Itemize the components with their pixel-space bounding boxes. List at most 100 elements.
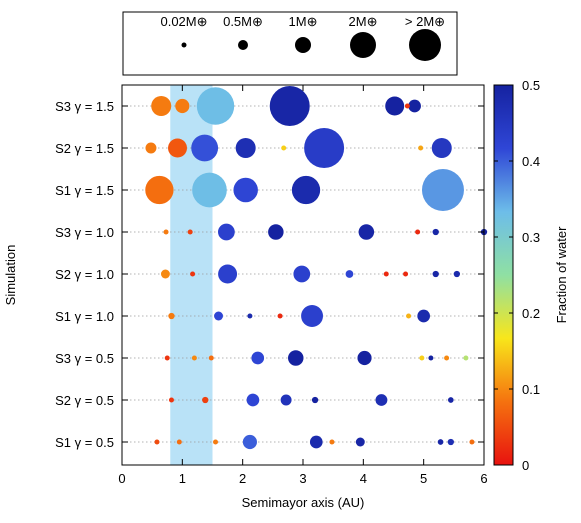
planet-point xyxy=(218,264,238,284)
colorbar-ticks: 0 0.1 0.2 0.3 0.4 0.5 xyxy=(494,78,540,473)
size-legend-label: 1M⊕ xyxy=(289,14,318,29)
planet-point xyxy=(403,271,409,277)
planet-point xyxy=(145,175,174,205)
planet-point xyxy=(281,145,287,151)
planet-point xyxy=(444,355,450,361)
planet-point xyxy=(190,271,196,277)
planet-point xyxy=(247,313,253,319)
colorbar-tick-label: 0.2 xyxy=(522,306,540,321)
planet-point xyxy=(415,229,421,235)
planet-point xyxy=(463,355,469,361)
planet-point xyxy=(469,439,475,445)
size-legend-marker xyxy=(350,32,376,58)
planet-point xyxy=(432,270,439,278)
planet-point xyxy=(437,439,444,445)
y-tick-label: S2 γ = 1.0 xyxy=(55,267,114,282)
planet-point xyxy=(280,394,292,406)
y-tick-label: S3 γ = 1.0 xyxy=(55,225,114,240)
planet-point xyxy=(191,134,219,162)
y-tick-label: S3 γ = 1.5 xyxy=(55,99,114,114)
x-tick-label: 4 xyxy=(360,471,367,486)
planet-point xyxy=(357,350,372,366)
y-tick-label: S3 γ = 0.5 xyxy=(55,351,114,366)
y-axis-ticks: S1 γ = 0.5 S2 γ = 0.5 S3 γ = 0.5 S1 γ = 1.0… xyxy=(55,99,484,450)
planet-point xyxy=(168,312,175,320)
planet-point xyxy=(419,355,425,361)
planet-point xyxy=(431,138,452,158)
planet-point xyxy=(168,397,174,403)
size-legend-items: 0.02M⊕ 0.5M⊕ 1M⊕ 2M⊕ > 2M⊕ xyxy=(160,14,445,61)
planet-point xyxy=(304,128,345,168)
size-legend-label: 0.02M⊕ xyxy=(160,14,207,29)
planet-point xyxy=(293,265,311,283)
planet-point xyxy=(375,394,388,406)
size-legend-marker xyxy=(181,42,187,48)
y-tick-label: S2 γ = 0.5 xyxy=(55,393,114,408)
planet-point xyxy=(160,269,170,279)
planet-point xyxy=(453,270,461,278)
planet-point xyxy=(151,96,172,116)
x-tick-label: 3 xyxy=(299,471,306,486)
planet-point xyxy=(406,313,412,319)
planet-point xyxy=(421,169,464,211)
planet-point xyxy=(447,438,454,446)
colorbar-tick-label: 0.3 xyxy=(522,230,540,245)
colorbar-tick-label: 0 xyxy=(522,458,529,473)
y-tick-label: S1 γ = 1.5 xyxy=(55,183,114,198)
planet-point xyxy=(268,224,284,240)
x-tick-label: 2 xyxy=(239,471,246,486)
x-axis-ticks: 0 1 2 3 4 5 6 xyxy=(118,85,488,486)
planet-point xyxy=(418,145,424,151)
planet-point xyxy=(242,434,257,450)
planet-point xyxy=(432,228,439,236)
colorbar-gradient xyxy=(493,84,514,466)
x-tick-label: 0 xyxy=(118,471,125,486)
y-axis-label: Simulation xyxy=(3,245,18,306)
planet-point xyxy=(164,355,170,361)
planet-point xyxy=(355,437,365,447)
x-tick-label: 6 xyxy=(480,471,487,486)
colorbar: 0 0.1 0.2 0.3 0.4 0.5 Fraction of water xyxy=(493,78,569,473)
planet-point xyxy=(311,396,319,404)
planet-point xyxy=(208,355,214,361)
colorbar-label: Fraction of water xyxy=(554,226,569,323)
planet-point xyxy=(428,355,434,361)
planet-point xyxy=(168,138,187,158)
planet-point xyxy=(358,224,375,240)
planet-point xyxy=(235,138,256,158)
planet-point xyxy=(192,172,227,208)
size-legend-marker xyxy=(238,40,248,50)
planet-point xyxy=(218,223,235,241)
planet-point xyxy=(191,355,197,361)
planet-point xyxy=(345,270,354,278)
y-tick-label: S1 γ = 0.5 xyxy=(55,435,114,450)
planet-point xyxy=(447,397,454,403)
planet-point xyxy=(251,351,265,365)
planet-point xyxy=(187,229,193,235)
planet-point xyxy=(277,313,283,319)
planet-point xyxy=(288,350,304,366)
planet-point xyxy=(214,311,224,321)
planet-point xyxy=(385,96,405,116)
planet-point xyxy=(291,175,321,205)
planet-point xyxy=(175,98,190,114)
size-legend-label: 0.5M⊕ xyxy=(223,14,263,29)
planet-point xyxy=(404,103,410,109)
planet-point xyxy=(213,439,219,445)
size-legend-label: > 2M⊕ xyxy=(405,14,445,29)
planet-point xyxy=(246,393,260,407)
colorbar-tick-label: 0.5 xyxy=(522,78,540,93)
colorbar-tick-label: 0.1 xyxy=(522,382,540,397)
size-legend-label: 2M⊕ xyxy=(349,14,378,29)
y-tick-label: S1 γ = 1.0 xyxy=(55,309,114,324)
planet-point xyxy=(233,177,258,203)
planet-point xyxy=(269,86,310,126)
planet-point xyxy=(176,439,182,445)
x-tick-label: 1 xyxy=(179,471,186,486)
size-legend: 0.02M⊕ 0.5M⊕ 1M⊕ 2M⊕ > 2M⊕ xyxy=(122,11,458,76)
planet-point xyxy=(154,439,160,445)
size-legend-marker xyxy=(295,37,311,53)
size-legend-frame xyxy=(122,11,458,76)
